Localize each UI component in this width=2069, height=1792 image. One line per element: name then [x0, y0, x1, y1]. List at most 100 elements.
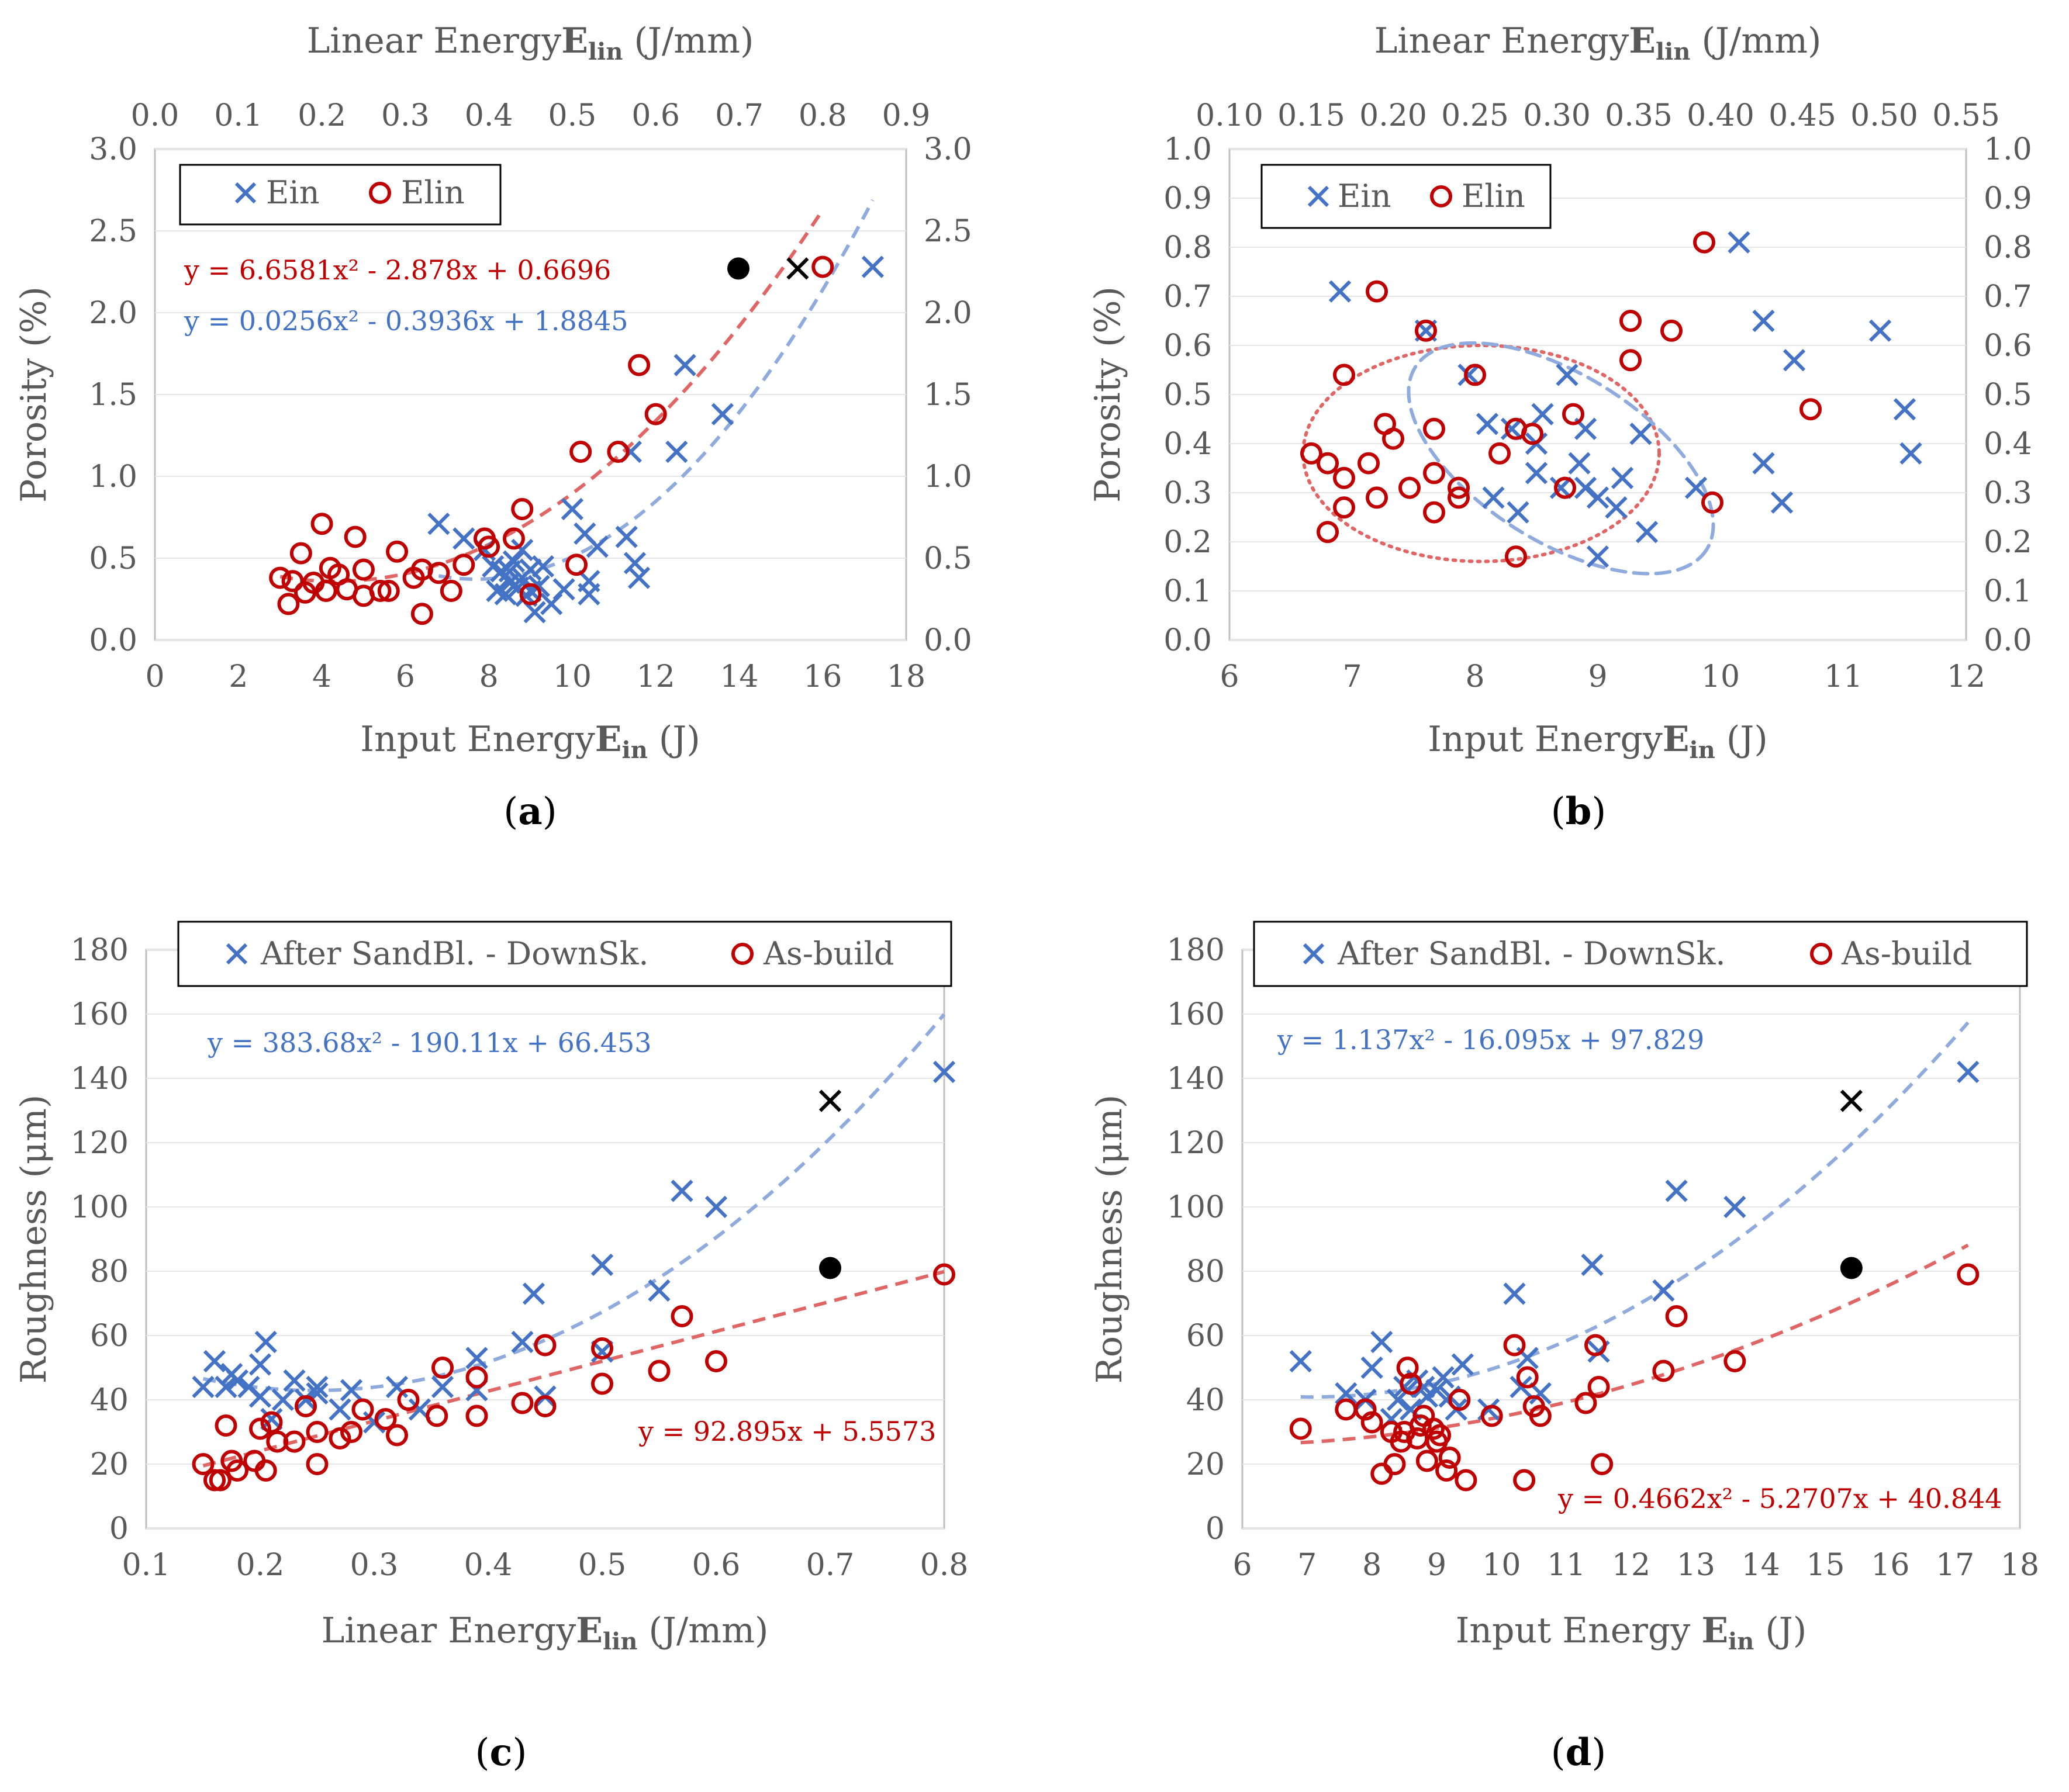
data-point-circle-marker [1619, 310, 1642, 332]
data-point-x-marker [1652, 1279, 1675, 1302]
data-point-circle-marker [565, 553, 588, 576]
data-point-x-marker [627, 566, 651, 589]
legend-label-after-sandbl: After SandBl. - DownSk. [1337, 935, 1726, 972]
x2-axis-title-sym: E [1629, 20, 1656, 61]
data-point-x-marker [1629, 423, 1652, 445]
y-tick-label: 120 [71, 1126, 129, 1161]
data-point-circle-marker [1464, 364, 1486, 386]
data-point-x-marker [1335, 1382, 1358, 1405]
x2-tick-label: 0.2 [298, 98, 346, 133]
y-tick-label: 140 [71, 1061, 129, 1096]
gridlines-c [146, 949, 944, 1529]
data-point-x-marker [1451, 1353, 1474, 1376]
x2-tick-label: 0.55 [1932, 98, 2000, 133]
data-point-circle-marker [1435, 1459, 1458, 1482]
data-point-x-marker [671, 1179, 693, 1202]
data-point-circle-marker [465, 1404, 488, 1427]
y-tick-label: 180 [1167, 933, 1225, 968]
y-tick-label: 0.8 [1163, 230, 1212, 265]
panel-d: 6 7 8 9 10 11 12 13 14 15 16 17 18 0 20 40 60 80 100 120 14… [1089, 921, 2039, 1774]
x2-tick-label: 0.30 [1523, 98, 1591, 133]
data-point-circle-marker [1584, 1334, 1607, 1357]
panel-label-close: ) [1591, 1731, 1606, 1774]
data-point-circle-marker [1693, 231, 1715, 254]
data-point-circle-marker [1335, 1398, 1358, 1421]
fit-line-red [279, 209, 824, 583]
x-ticks-d: 6 7 8 9 10 11 12 13 14 15 16 17 18 [1232, 1548, 2039, 1583]
fit-line-blue [438, 199, 875, 581]
x-axis-title-sub: in [1690, 736, 1715, 764]
y2-tick-label: 0.7 [1984, 279, 2032, 314]
data-point-x-marker [1728, 231, 1750, 254]
data-point-x-marker [1507, 501, 1529, 524]
panel-label-a: (a) [503, 790, 557, 833]
data-point-circle-marker [1317, 452, 1339, 475]
data-point-circle-marker [1723, 1350, 1746, 1372]
x-tick-label: 14 [720, 659, 758, 694]
data-point-x-marker [1605, 496, 1628, 519]
x-tick-label: 4 [312, 659, 331, 694]
data-point-x-marker [1476, 413, 1499, 435]
data-point-circle-marker [192, 1453, 215, 1475]
marks-d [1289, 1060, 1980, 1492]
equation-red-d: y = 0.4662x² - 5.2707x + 40.844 [1557, 1483, 2002, 1514]
data-point-x-marker [260, 1407, 283, 1431]
data-point-circle-marker [1354, 1398, 1377, 1421]
x-tick-label: 15 [1806, 1548, 1845, 1583]
x-tick-label: 0.1 [122, 1548, 171, 1583]
data-point-circle-marker [226, 1459, 248, 1482]
data-point-x-marker [1770, 491, 1794, 514]
x-axis-title-text: Input Energy [360, 719, 595, 760]
y2-tick-label: 2.0 [924, 296, 972, 331]
data-point-circle-marker [374, 1408, 397, 1430]
data-point-circle-marker [1591, 1453, 1614, 1475]
x-tick-label: 6 [1232, 1548, 1252, 1583]
legend-marker-after-sandbl [226, 943, 248, 965]
x-tick-label: 6 [396, 659, 415, 694]
y-tick-label: 0.5 [1163, 378, 1212, 413]
x-tick-label: 16 [803, 659, 842, 694]
data-point-circle-marker [306, 1421, 329, 1443]
data-point-x-marker [283, 1369, 306, 1392]
data-point-x-marker [1425, 1379, 1448, 1402]
data-point-x-marker [1432, 1366, 1455, 1389]
data-point-x-marker [192, 1375, 215, 1399]
y-tick-label: 0 [1206, 1511, 1225, 1547]
x2-tick-label: 0.8 [799, 98, 847, 133]
legend-label-elin: Elin [401, 174, 465, 211]
data-point-circle-marker [310, 513, 333, 535]
y2-tick-label: 1.0 [924, 459, 972, 494]
data-point-circle-marker [1396, 1357, 1419, 1379]
data-point-x-marker [527, 575, 550, 597]
x-axis-title-sub: lin [603, 1628, 637, 1655]
x-tick-label: 8 [1362, 1548, 1381, 1583]
highlight-x-marker [786, 257, 809, 280]
data-point-circle-marker [386, 540, 409, 563]
y-tick-label: 20 [90, 1447, 129, 1482]
data-point-circle-marker [569, 441, 592, 463]
data-point-x-marker [1328, 280, 1352, 303]
data-point-x-marker [1289, 1350, 1312, 1373]
x2-tick-label: 0.20 [1359, 98, 1427, 133]
data-point-circle-marker [1438, 1447, 1461, 1469]
legend-d: After SandBl. - DownSk. As-build [1253, 921, 2028, 987]
data-point-circle-marker [277, 593, 300, 615]
y2-tick-label: 1.5 [924, 378, 972, 413]
data-point-x-marker [1899, 442, 1922, 465]
data-point-circle-marker [289, 542, 312, 565]
highlight-dot-marker [819, 1257, 841, 1279]
x2-tick-label: 0.6 [631, 98, 680, 133]
x-axis-title-unit: (J) [1715, 719, 1768, 760]
data-point-circle-marker [315, 580, 337, 602]
data-point-circle-marker [1415, 1449, 1438, 1472]
data-point-x-marker [1503, 1282, 1526, 1305]
panel-label-close: ) [1591, 790, 1606, 833]
data-point-circle-marker [431, 1357, 454, 1379]
x2-tick-label: 0.1 [214, 98, 262, 133]
data-point-circle-marker [369, 580, 392, 602]
legend-a: Ein Elin [179, 164, 502, 226]
x-tick-label: 0.2 [236, 1548, 285, 1583]
x2-tick-label: 0.10 [1196, 98, 1263, 133]
data-point-x-marker [673, 354, 696, 376]
x-tick-label: 2 [229, 659, 248, 694]
